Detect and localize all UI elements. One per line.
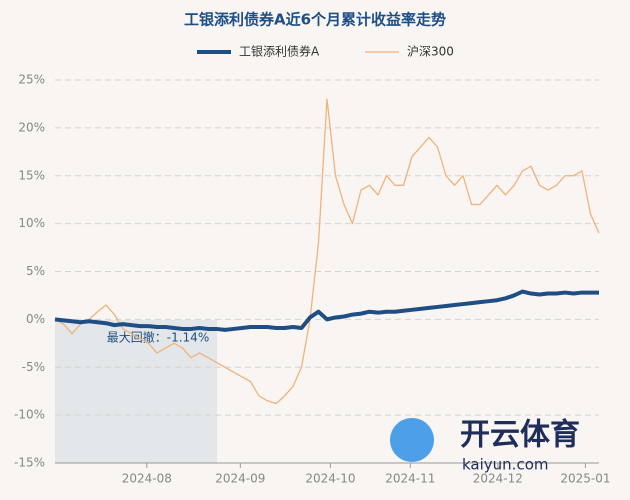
- x-tick-label: 2024-11: [385, 472, 435, 486]
- y-tick-label: 20%: [18, 120, 45, 134]
- y-tick-label: -15%: [14, 456, 45, 470]
- y-tick-label: -5%: [22, 360, 45, 374]
- logo-text: 开云体育: [460, 418, 580, 453]
- series-line: [54, 98, 600, 405]
- y-tick-label: -10%: [14, 408, 45, 422]
- chart-title: 工银添利债券A近6个月累计收益率走势: [184, 11, 446, 29]
- y-tick-label: 0%: [26, 312, 45, 326]
- y-tick-label: 15%: [18, 168, 45, 182]
- legend-label: 工银添利债券A: [239, 44, 320, 59]
- legend-label: 沪深300: [407, 45, 454, 59]
- watermark-logo: 开云体育 kaiyun.com: [390, 418, 580, 474]
- y-tick-label: 25%: [18, 73, 45, 87]
- x-tick-label: 2024-10: [305, 472, 355, 486]
- x-tick-label: 2025-01: [560, 472, 610, 486]
- logo-url: kaiyun.com: [462, 456, 548, 474]
- x-tick-label: 2024-09: [215, 472, 265, 486]
- drawdown-area: [55, 320, 217, 463]
- x-tick-label: 2024-08: [122, 472, 172, 486]
- drawdown-label: 最大回撤：-1.14%: [107, 330, 209, 345]
- y-tick-label: 10%: [18, 216, 45, 230]
- series-line: [54, 289, 599, 332]
- logo-icon: [390, 418, 434, 462]
- y-tick-label: 5%: [26, 264, 45, 278]
- x-tick-label: 2024-12: [473, 472, 523, 486]
